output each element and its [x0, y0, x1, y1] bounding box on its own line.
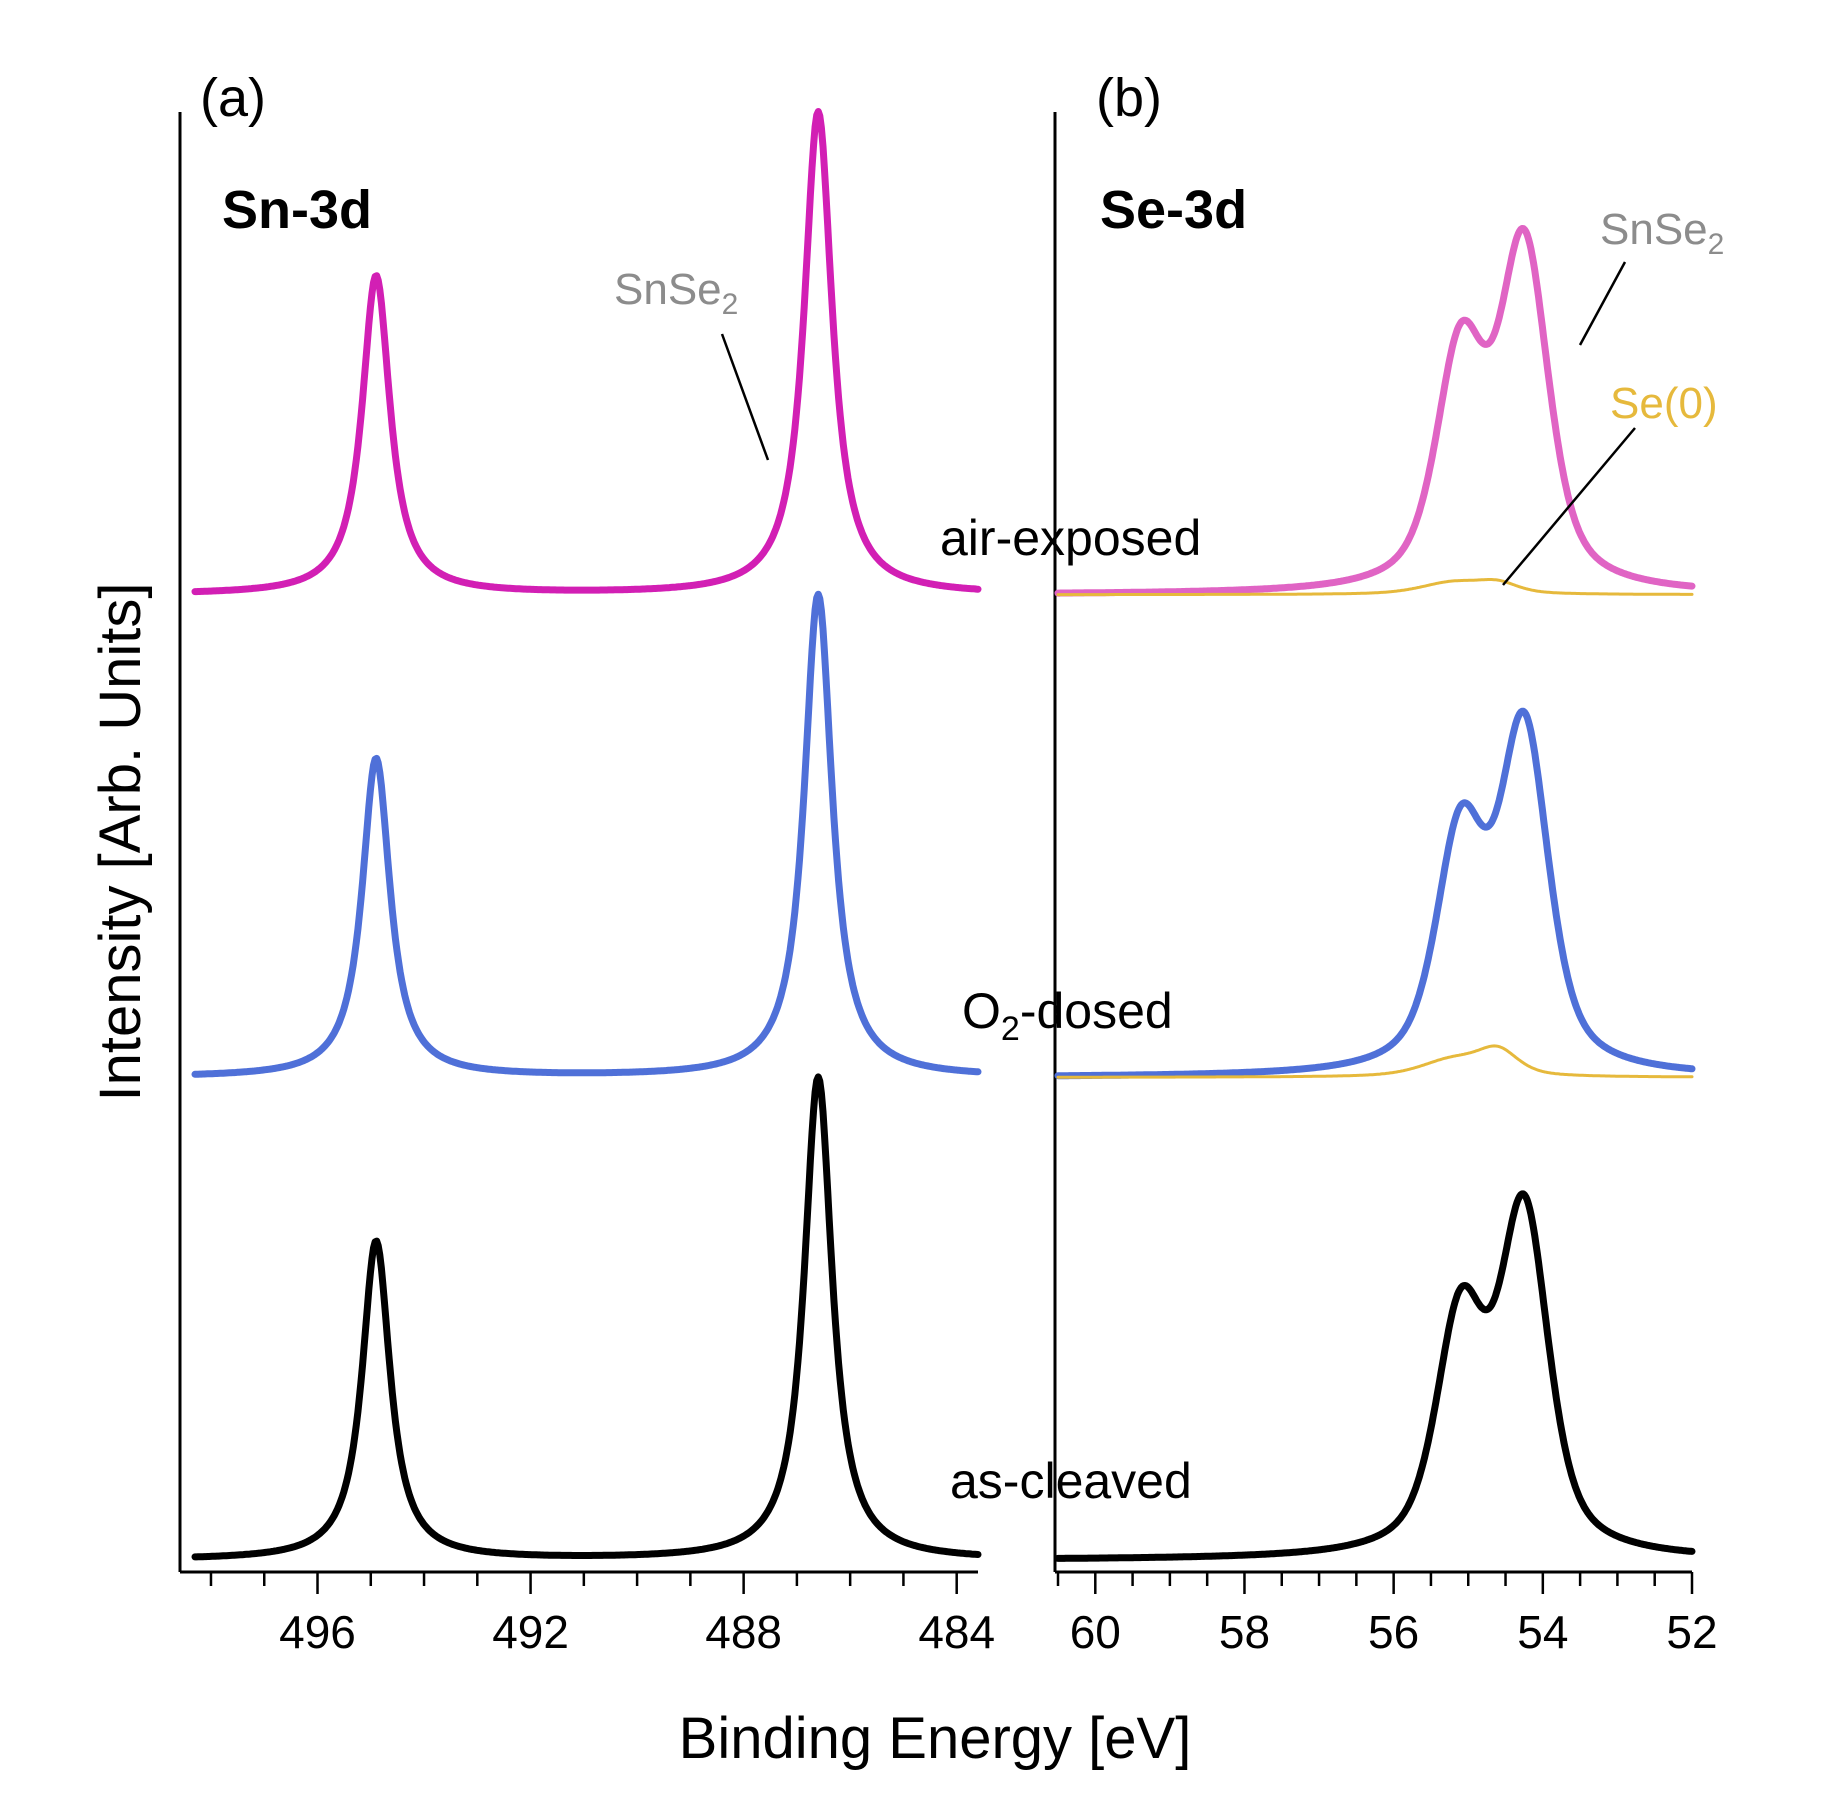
- panel-a-traces: [191, 108, 982, 1561]
- annotation-leader-a: [720, 333, 770, 461]
- trace-b-o2-dosed: [1054, 707, 1696, 1080]
- panel-a-title: Sn-3d: [222, 180, 372, 240]
- annotation-snse2-a: SnSe2: [614, 265, 738, 321]
- x-tick-label: 492: [492, 1606, 569, 1658]
- trace-a-air-exposed: [191, 108, 982, 596]
- panel-b-axes: [1053, 112, 1692, 1574]
- trace-b-air-exposed-se-0: [1056, 578, 1694, 597]
- panel-b-traces: [1054, 225, 1696, 1562]
- panel-a-label: (a): [200, 68, 266, 128]
- trace-a-as-cleaved: [191, 1073, 982, 1561]
- annotation-se0: Se(0): [1610, 379, 1718, 428]
- x-tick-label: 52: [1666, 1606, 1717, 1658]
- x-axis-title: Binding Energy [eV]: [679, 1706, 1192, 1771]
- trace-label-as-cleaved: as-cleaved: [950, 1453, 1192, 1509]
- x-tick-label: 58: [1219, 1606, 1270, 1658]
- panel-b-title: Se-3d: [1100, 180, 1247, 240]
- x-tick-label: 54: [1517, 1606, 1568, 1658]
- trace-label-o2-dosed: O2-dosed: [962, 983, 1173, 1048]
- panel-a-ticks: 496 492 488 484: [209, 1572, 995, 1658]
- panel-b-ticks: 60 58 56 54 52: [1056, 1572, 1718, 1658]
- x-tick-label: 56: [1368, 1606, 1419, 1658]
- x-tick-label: 496: [279, 1606, 356, 1658]
- x-tick-label: 488: [705, 1606, 782, 1658]
- trace-b-o2-dosed-se-0: [1056, 1044, 1694, 1079]
- x-tick-label: 60: [1070, 1606, 1121, 1658]
- panel-a-axes: [178, 112, 978, 1574]
- annotation-snse2-b: SnSe2: [1600, 205, 1724, 261]
- y-axis-title: Intensity [Arb. Units]: [88, 583, 153, 1102]
- trace-label-air-exposed: air-exposed: [940, 510, 1201, 566]
- trace-a-o2-dosed: [191, 590, 982, 1078]
- x-tick-label: 484: [918, 1606, 995, 1658]
- annotation-leader-b-snse2: [1578, 261, 1627, 346]
- annotation-leader-b-se0: [1502, 427, 1636, 586]
- trace-b-air-exposed: [1054, 225, 1696, 597]
- panel-b-label: (b): [1096, 68, 1162, 128]
- trace-b-as-cleaved: [1054, 1190, 1696, 1562]
